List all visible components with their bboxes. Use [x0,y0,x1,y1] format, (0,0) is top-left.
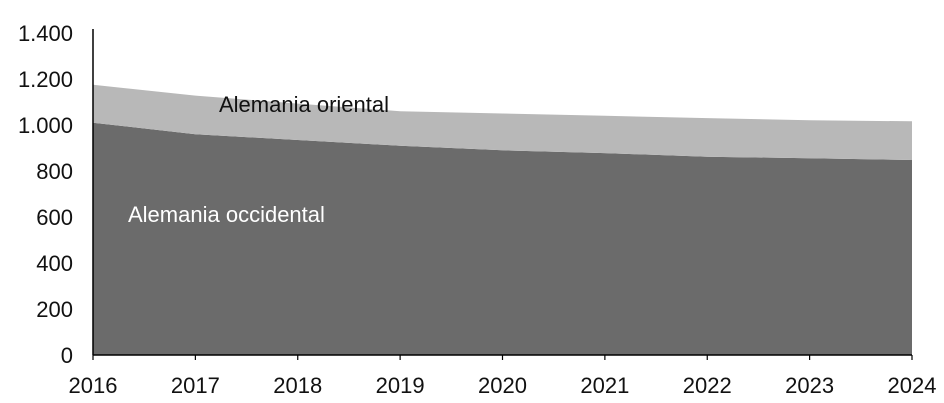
series-labels: Alemania oriental Alemania occidental [128,92,389,227]
series-label-alemania-occidental: Alemania occidental [128,202,325,227]
x-tick-label: 2019 [376,373,425,398]
x-tick-label: 2024 [888,373,937,398]
y-axis-ticks: 0 200 400 600 800 1.000 1.200 1.400 [18,21,73,368]
x-tick-label: 2020 [478,373,527,398]
y-tick-label: 200 [36,297,73,322]
x-tick-label: 2017 [171,373,220,398]
y-tick-label: 1.000 [18,113,73,138]
x-tick-label: 2018 [273,373,322,398]
y-tick-label: 1.200 [18,67,73,92]
y-tick-label: 800 [36,159,73,184]
area-alemania-oriental [93,84,912,160]
x-tick-label: 2023 [785,373,834,398]
area-alemania-occidental [93,122,912,355]
series-label-alemania-oriental: Alemania oriental [219,92,389,117]
chart-areas [93,84,912,355]
y-tick-label: 1.400 [18,21,73,46]
x-tick-label: 2022 [683,373,732,398]
y-tick-label: 400 [36,251,73,276]
x-tick-label: 2021 [580,373,629,398]
y-tick-label: 600 [36,205,73,230]
x-axis-ticks: 2016 2017 2018 2019 2020 2021 2022 2023 2024 [69,355,937,398]
x-tick-label: 2016 [69,373,118,398]
y-tick-label: 0 [61,343,73,368]
